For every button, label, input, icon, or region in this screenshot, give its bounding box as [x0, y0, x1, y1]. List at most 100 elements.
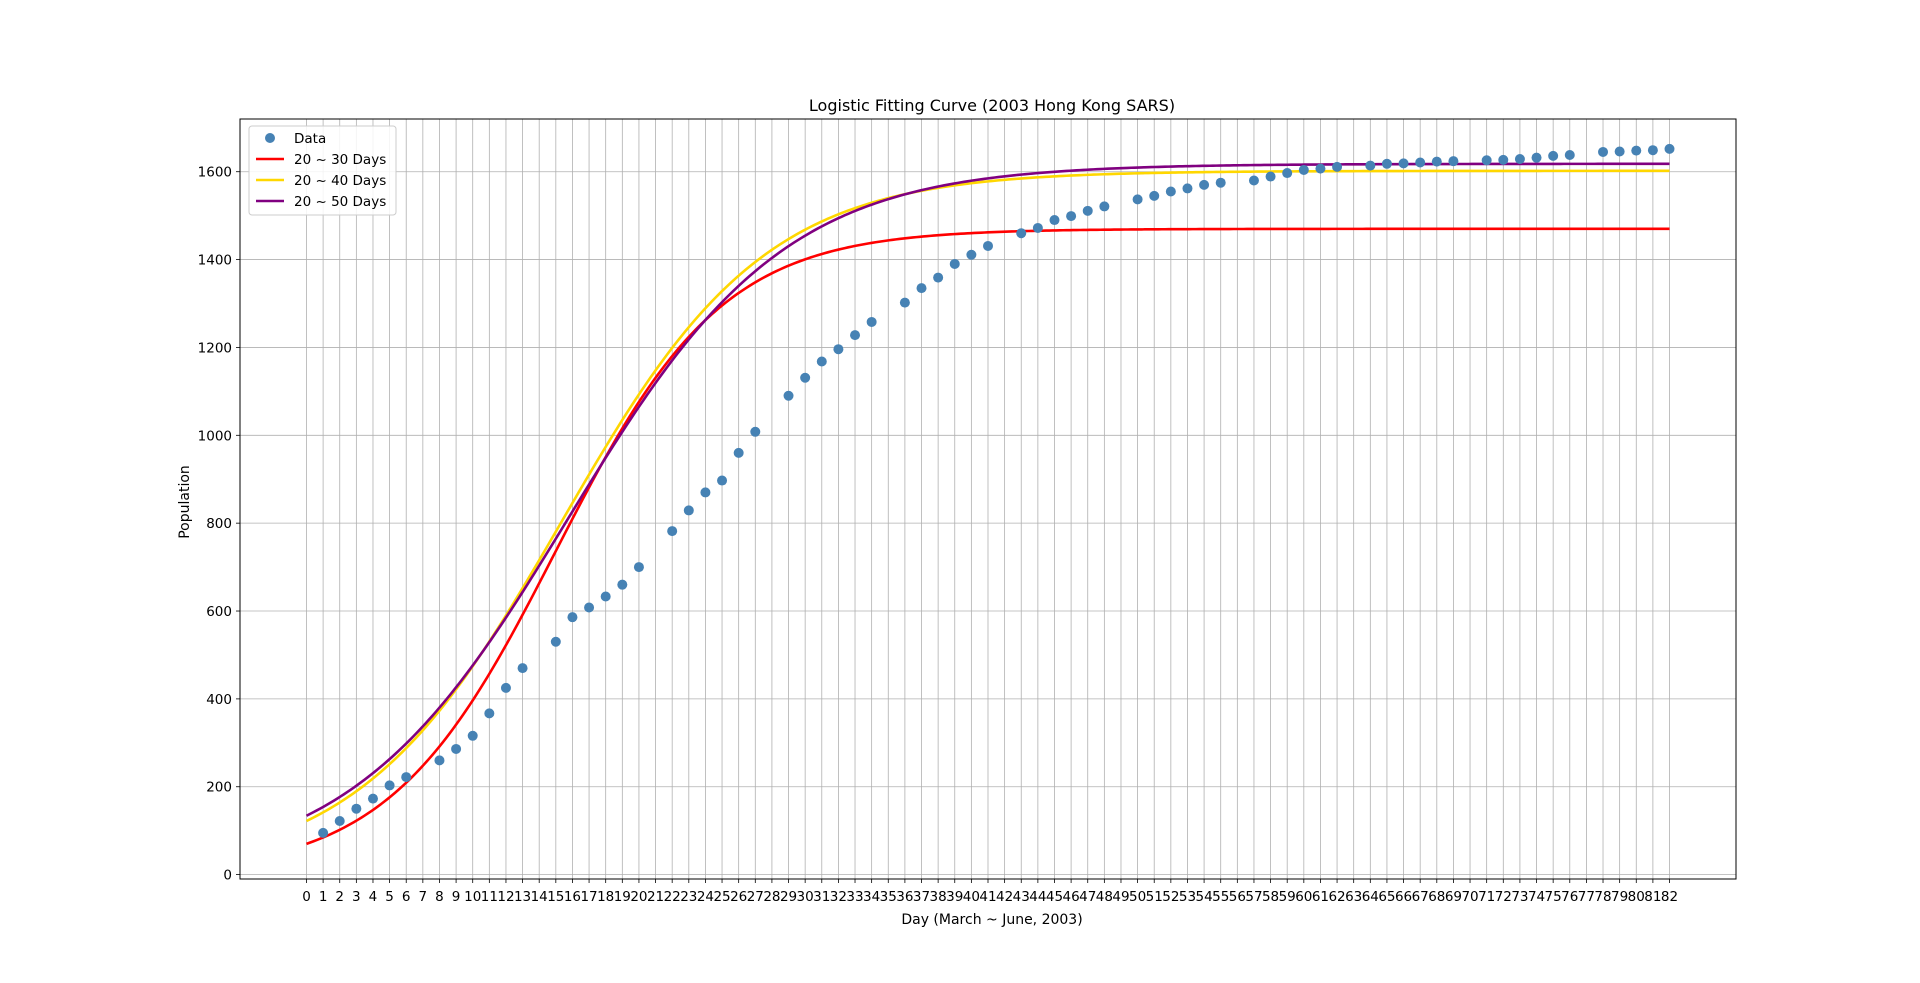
x-tick-label: 27 [747, 889, 764, 905]
data-point [484, 708, 495, 719]
data-point [1149, 190, 1160, 201]
x-tick-label: 55 [1212, 889, 1229, 905]
data-point [966, 249, 977, 260]
data-point [816, 356, 827, 367]
data-point [384, 780, 395, 791]
data-point [500, 682, 511, 693]
x-tick-label: 43 [1013, 889, 1030, 905]
x-tick-label: 19 [614, 889, 631, 905]
x-tick-label: 42 [996, 889, 1013, 905]
data-point [1298, 164, 1309, 175]
x-tick-label: 65 [1378, 889, 1395, 905]
data-point [1315, 163, 1326, 174]
legend-label-data: Data [294, 131, 326, 147]
data-point [1016, 228, 1027, 239]
data-point [1381, 158, 1392, 169]
x-axis-ticks: 0 1 2 3 4 5 6 7 8 9 10 11 12 13 14 15 16 17 18 19 20 21 22 23 24… [302, 879, 1678, 905]
data-point [401, 772, 412, 783]
data-point [667, 526, 678, 537]
x-tick-label: 4 [369, 889, 378, 905]
data-point [351, 803, 362, 814]
x-tick-label: 3 [352, 889, 361, 905]
x-tick-label: 64 [1362, 889, 1379, 905]
data-point [833, 344, 844, 355]
x-tick-label: 8 [435, 889, 444, 905]
x-tick-label: 2 [335, 889, 344, 905]
y-tick-label: 0 [223, 868, 232, 884]
x-tick-label: 20 [630, 889, 647, 905]
data-point [1265, 171, 1276, 182]
data-point [800, 372, 811, 383]
data-point [1548, 150, 1559, 161]
x-tick-label: 73 [1511, 889, 1528, 905]
legend: Data 20 ~ 30 Days 20 ~ 40 Days 20 ~ 50 Days [248, 125, 397, 216]
data-points [318, 143, 1675, 838]
x-tick-label: 6 [402, 889, 411, 905]
data-point [1647, 145, 1658, 156]
data-point [1182, 183, 1193, 194]
fit-curve-line [306, 227, 1670, 846]
data-point [866, 316, 877, 327]
x-tick-label: 59 [1279, 889, 1296, 905]
data-point [1481, 155, 1492, 166]
chart-title: Logistic Fitting Curve (2003 Hong Kong S… [809, 96, 1175, 115]
x-tick-label: 30 [797, 889, 814, 905]
x-tick-label: 68 [1428, 889, 1445, 905]
x-tick-label: 21 [647, 889, 664, 905]
x-tick-label: 78 [1594, 889, 1611, 905]
data-point [700, 487, 711, 498]
x-tick-label: 52 [1162, 889, 1179, 905]
x-tick-label: 62 [1328, 889, 1345, 905]
data-point [1032, 222, 1043, 233]
x-tick-label: 69 [1445, 889, 1462, 905]
x-tick-label: 47 [1079, 889, 1096, 905]
x-tick-label: 54 [1195, 889, 1212, 905]
data-point [434, 755, 445, 766]
data-point [916, 283, 927, 294]
data-point [1066, 211, 1077, 222]
data-point [1049, 215, 1060, 226]
x-tick-label: 51 [1146, 889, 1163, 905]
x-tick-label: 16 [564, 889, 581, 905]
data-point [1631, 145, 1642, 156]
x-tick-label: 39 [946, 889, 963, 905]
data-point [633, 562, 644, 573]
x-tick-label: 46 [1063, 889, 1080, 905]
data-point [783, 390, 794, 401]
legend-box [248, 125, 397, 216]
y-tick-label: 1000 [198, 428, 232, 444]
data-point [750, 426, 761, 437]
legend-label-line: 20 ~ 40 Days [294, 173, 386, 189]
x-tick-label: 61 [1312, 889, 1329, 905]
data-point [1514, 153, 1525, 164]
data-point [1082, 205, 1093, 216]
x-tick-label: 9 [452, 889, 461, 905]
x-tick-label: 63 [1345, 889, 1362, 905]
data-point [1332, 161, 1343, 172]
x-tick-label: 49 [1112, 889, 1129, 905]
x-tick-label: 45 [1046, 889, 1063, 905]
x-tick-label: 58 [1262, 889, 1279, 905]
x-tick-label: 17 [580, 889, 597, 905]
x-tick-label: 48 [1096, 889, 1113, 905]
y-tick-label: 600 [206, 604, 232, 620]
x-tick-label: 0 [302, 889, 311, 905]
data-point [467, 730, 478, 741]
legend-label-line: 20 ~ 50 Days [294, 194, 386, 210]
x-tick-label: 56 [1229, 889, 1246, 905]
x-tick-label: 53 [1179, 889, 1196, 905]
x-tick-label: 80 [1628, 889, 1645, 905]
fit-curve-line [305, 162, 1670, 817]
x-tick-label: 11 [481, 889, 498, 905]
x-tick-label: 7 [419, 889, 428, 905]
x-tick-label: 38 [930, 889, 947, 905]
data-point [717, 475, 728, 486]
data-point [617, 579, 628, 590]
x-tick-label: 26 [730, 889, 747, 905]
x-tick-label: 23 [680, 889, 697, 905]
x-tick-label: 70 [1461, 889, 1478, 905]
x-tick-label: 29 [780, 889, 797, 905]
x-tick-label: 75 [1545, 889, 1562, 905]
fit-curves [305, 162, 1670, 846]
data-point [1614, 146, 1625, 157]
